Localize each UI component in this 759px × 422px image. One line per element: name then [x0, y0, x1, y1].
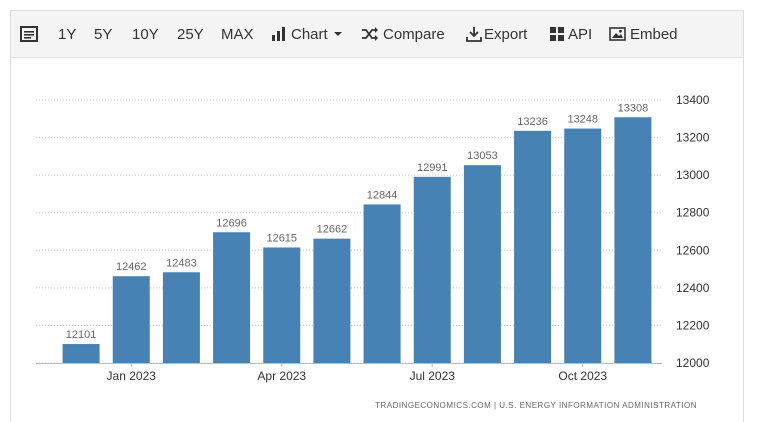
- export-button[interactable]: Export: [466, 11, 527, 57]
- bar: [564, 128, 602, 363]
- chart-toolbar: 1Y 5Y 10Y 25Y MAX Chart Compare: [11, 11, 743, 58]
- data-label: 13053: [467, 150, 498, 162]
- data-label: 12462: [116, 261, 147, 273]
- embed-button[interactable]: Embed: [609, 11, 678, 57]
- x-tick-label: Jul 2023: [410, 369, 456, 383]
- source-credit: TRADINGECONOMICS.COM | U.S. ENERGY INFOR…: [375, 401, 697, 410]
- bar: [363, 204, 401, 363]
- download-icon: [466, 27, 482, 42]
- y-tick-label: 13000: [676, 168, 710, 182]
- caret-down-icon: [333, 32, 342, 36]
- x-tick-label: Oct 2023: [558, 369, 607, 383]
- bar-chart-icon: [272, 27, 285, 41]
- bar: [162, 272, 200, 363]
- data-label: 13236: [517, 116, 548, 128]
- data-label: 12101: [66, 329, 97, 341]
- image-icon: [609, 27, 626, 41]
- x-tick-label: Apr 2023: [257, 369, 306, 383]
- chart-type-button[interactable]: Chart: [271, 11, 344, 57]
- data-label: 12662: [317, 224, 348, 236]
- bar: [313, 238, 351, 363]
- bar: [614, 117, 652, 363]
- bar: [213, 232, 251, 363]
- bar: [514, 130, 552, 363]
- bar: [463, 165, 501, 363]
- data-label: 12615: [266, 232, 297, 244]
- data-label: 13248: [567, 114, 598, 126]
- shuffle-icon: [362, 27, 378, 41]
- bar: [263, 247, 301, 363]
- menu-icon[interactable]: [20, 11, 38, 57]
- api-button[interactable]: API: [549, 11, 592, 57]
- y-tick-label: 13400: [676, 93, 710, 107]
- y-tick-label: 12600: [676, 243, 710, 257]
- data-label: 12991: [417, 162, 448, 174]
- range-5y-button[interactable]: 5Y: [94, 25, 113, 43]
- range-max-button[interactable]: MAX: [221, 25, 254, 43]
- range-25y-button[interactable]: 25Y: [177, 25, 204, 43]
- data-label: 12483: [166, 257, 197, 269]
- y-tick-label: 13200: [676, 131, 710, 145]
- data-label: 12844: [367, 189, 398, 201]
- y-tick-label: 12400: [676, 281, 710, 295]
- range-10y-button[interactable]: 10Y: [132, 25, 159, 43]
- x-tick-label: Jan 2023: [107, 369, 157, 383]
- bar: [413, 176, 451, 363]
- bar: [112, 276, 150, 363]
- bar: [62, 344, 100, 363]
- grid-icon: [550, 27, 564, 41]
- y-tick-label: 12000: [676, 356, 710, 370]
- data-label: 13308: [618, 102, 649, 114]
- y-tick-label: 12800: [676, 206, 710, 220]
- data-label: 12696: [216, 217, 247, 229]
- range-1y-button[interactable]: 1Y: [58, 25, 77, 43]
- y-tick-label: 12200: [676, 318, 710, 332]
- compare-button[interactable]: Compare: [361, 11, 445, 57]
